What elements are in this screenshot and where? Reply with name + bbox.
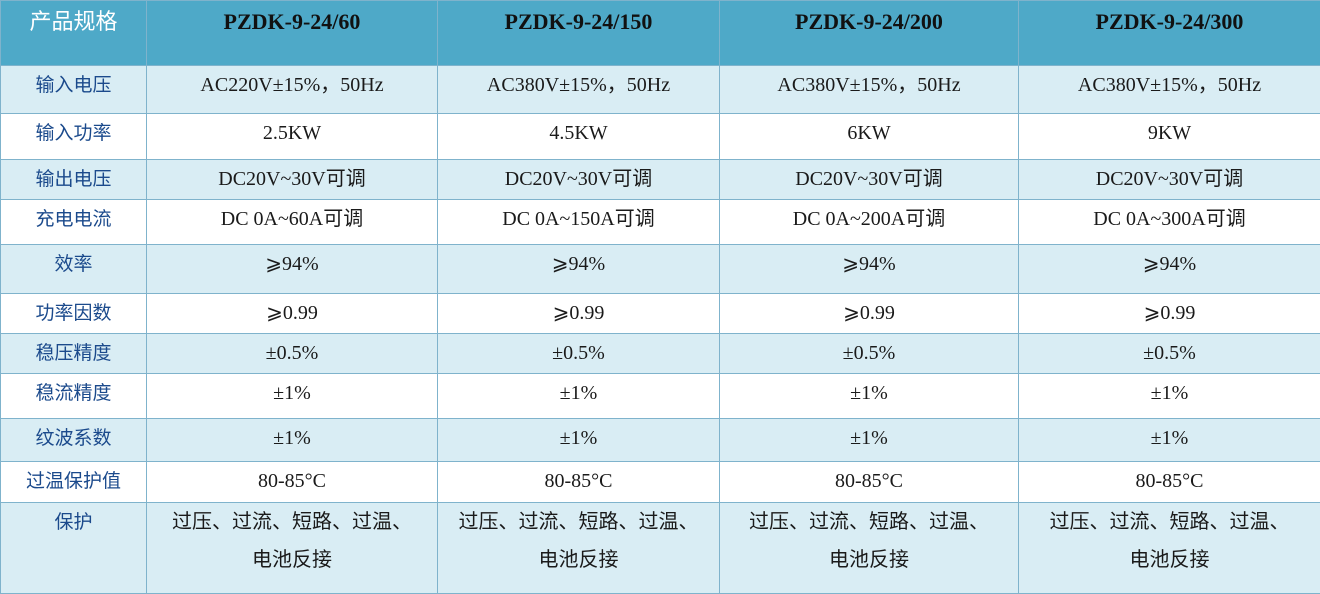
table-row: 输入电压 AC220V±15%，50Hz AC380V±15%，50Hz AC3… (0, 65, 1320, 114)
table-row: 输入功率 2.5KW 4.5KW 6KW 9KW (0, 113, 1320, 160)
spec-value: 80-85°C (835, 470, 903, 492)
spec-value: ±0.5% (552, 342, 605, 364)
protection-line: 过压、过流、短路、过温、 (749, 511, 989, 533)
spec-value: ±0.5% (265, 342, 319, 364)
table-row: 充电电流 DC 0A~60A可调 DC 0A~150A可调 DC 0A~200A… (0, 199, 1320, 245)
model-header: PZDK-9-24/300 (1018, 0, 1320, 66)
spec-value: DC 0A~300A可调 (1093, 208, 1246, 230)
spec-value: AC380V±15%，50Hz (777, 74, 961, 96)
spec-value: ⩾0.99 (1143, 302, 1196, 324)
spec-value: ±1% (273, 382, 311, 404)
spec-value: AC380V±15%，50Hz (486, 74, 671, 96)
row-label: 纹波系数 (35, 427, 112, 449)
row-label: 稳流精度 (35, 382, 112, 404)
spec-value: 4.5KW (549, 122, 608, 144)
row-label: 过温保护值 (25, 470, 121, 492)
spec-value: ±1% (559, 382, 598, 404)
protection-cell: 过压、过流、短路、过温、 电池反接 (719, 502, 1019, 594)
row-label: 输入电压 (35, 74, 112, 96)
table-row: 稳流精度 ±1% ±1% ±1% ±1% (0, 373, 1320, 419)
protection-line: 电池反接 (538, 549, 619, 571)
table-row: 纹波系数 ±1% ±1% ±1% ±1% (0, 418, 1320, 462)
spec-value: DC20V~30V可调 (218, 168, 366, 190)
row-label: 功率因数 (35, 302, 112, 324)
spec-value: ⩾0.99 (266, 302, 318, 324)
spec-value: ±1% (1150, 427, 1189, 449)
spec-value: DC 0A~150A可调 (502, 208, 655, 230)
spec-value: DC 0A~200A可调 (792, 208, 946, 230)
table-row: 保护 过压、过流、短路、过温、 电池反接 过压、过流、短路、过温、 电池反接 过… (0, 502, 1320, 594)
spec-value: 80-85°C (1135, 470, 1204, 492)
spec-value: ±1% (1150, 382, 1189, 404)
table-row: 稳压精度 ±0.5% ±0.5% ±0.5% ±0.5% (0, 333, 1320, 374)
spec-value: DC20V~30V可调 (795, 168, 943, 190)
protection-cell: 过压、过流、短路、过温、 电池反接 (146, 502, 438, 594)
model-header: PZDK-9-24/60 (146, 0, 438, 66)
protection-line: 电池反接 (829, 549, 909, 571)
table-row: 功率因数 ⩾0.99 ⩾0.99 ⩾0.99 ⩾0.99 (0, 293, 1320, 334)
spec-value: 6KW (847, 122, 891, 144)
spec-value: AC220V±15%，50Hz (200, 74, 384, 96)
spec-value: 2.5KW (262, 122, 322, 144)
spec-value: 80-85°C (258, 470, 326, 492)
table-row: 过温保护值 80-85°C 80-85°C 80-85°C 80-85°C (0, 461, 1320, 503)
spec-value: ±0.5% (842, 342, 896, 364)
protection-line: 过压、过流、短路、过温、 (1049, 511, 1290, 533)
model-header: PZDK-9-24/150 (437, 0, 720, 66)
row-label: 输出电压 (35, 168, 112, 190)
protection-line: 电池反接 (252, 549, 332, 571)
row-label: 保护 (54, 511, 93, 533)
protection-cell: 过压、过流、短路、过温、 电池反接 (437, 502, 720, 594)
model-header: PZDK-9-24/200 (719, 0, 1019, 66)
spec-value: ±1% (273, 427, 311, 449)
protection-line: 过压、过流、短路、过温、 (172, 511, 412, 533)
spec-value: ⩾94% (551, 253, 606, 275)
spec-value: ±1% (850, 427, 888, 449)
spec-value: DC20V~30V可调 (504, 168, 653, 190)
protection-line: 过压、过流、短路、过温、 (458, 511, 699, 533)
spec-value: ⩾0.99 (552, 302, 605, 324)
spec-value: DC20V~30V可调 (1095, 168, 1244, 190)
row-label: 充电电流 (35, 208, 112, 230)
spec-value: ±1% (559, 427, 598, 449)
spec-value: ±1% (850, 382, 888, 404)
spec-value: ⩾94% (842, 253, 896, 275)
header-label: 产品规格 (0, 0, 147, 66)
table-row: 输出电压 DC20V~30V可调 DC20V~30V可调 DC20V~30V可调… (0, 159, 1320, 200)
spec-value: ⩾94% (1142, 253, 1197, 275)
spec-value: 80-85°C (544, 470, 613, 492)
spec-value: ⩾94% (265, 253, 319, 275)
protection-cell: 过压、过流、短路、过温、 电池反接 (1018, 502, 1320, 594)
protection-line: 电池反接 (1129, 549, 1210, 571)
spec-value: ⩾0.99 (843, 302, 895, 324)
spec-value: 9KW (1147, 122, 1192, 144)
spec-value: ±0.5% (1143, 342, 1196, 364)
row-label: 效率 (54, 253, 93, 275)
table-row: 效率 ⩾94% ⩾94% ⩾94% ⩾94% (0, 244, 1320, 294)
header-row: 产品规格 PZDK-9-24/60 PZDK-9-24/150 PZDK-9-2… (0, 0, 1320, 66)
row-label: 输入功率 (35, 122, 112, 144)
spec-value: AC380V±15%，50Hz (1077, 74, 1262, 96)
row-label: 稳压精度 (35, 342, 112, 364)
spec-value: DC 0A~60A可调 (220, 208, 364, 230)
